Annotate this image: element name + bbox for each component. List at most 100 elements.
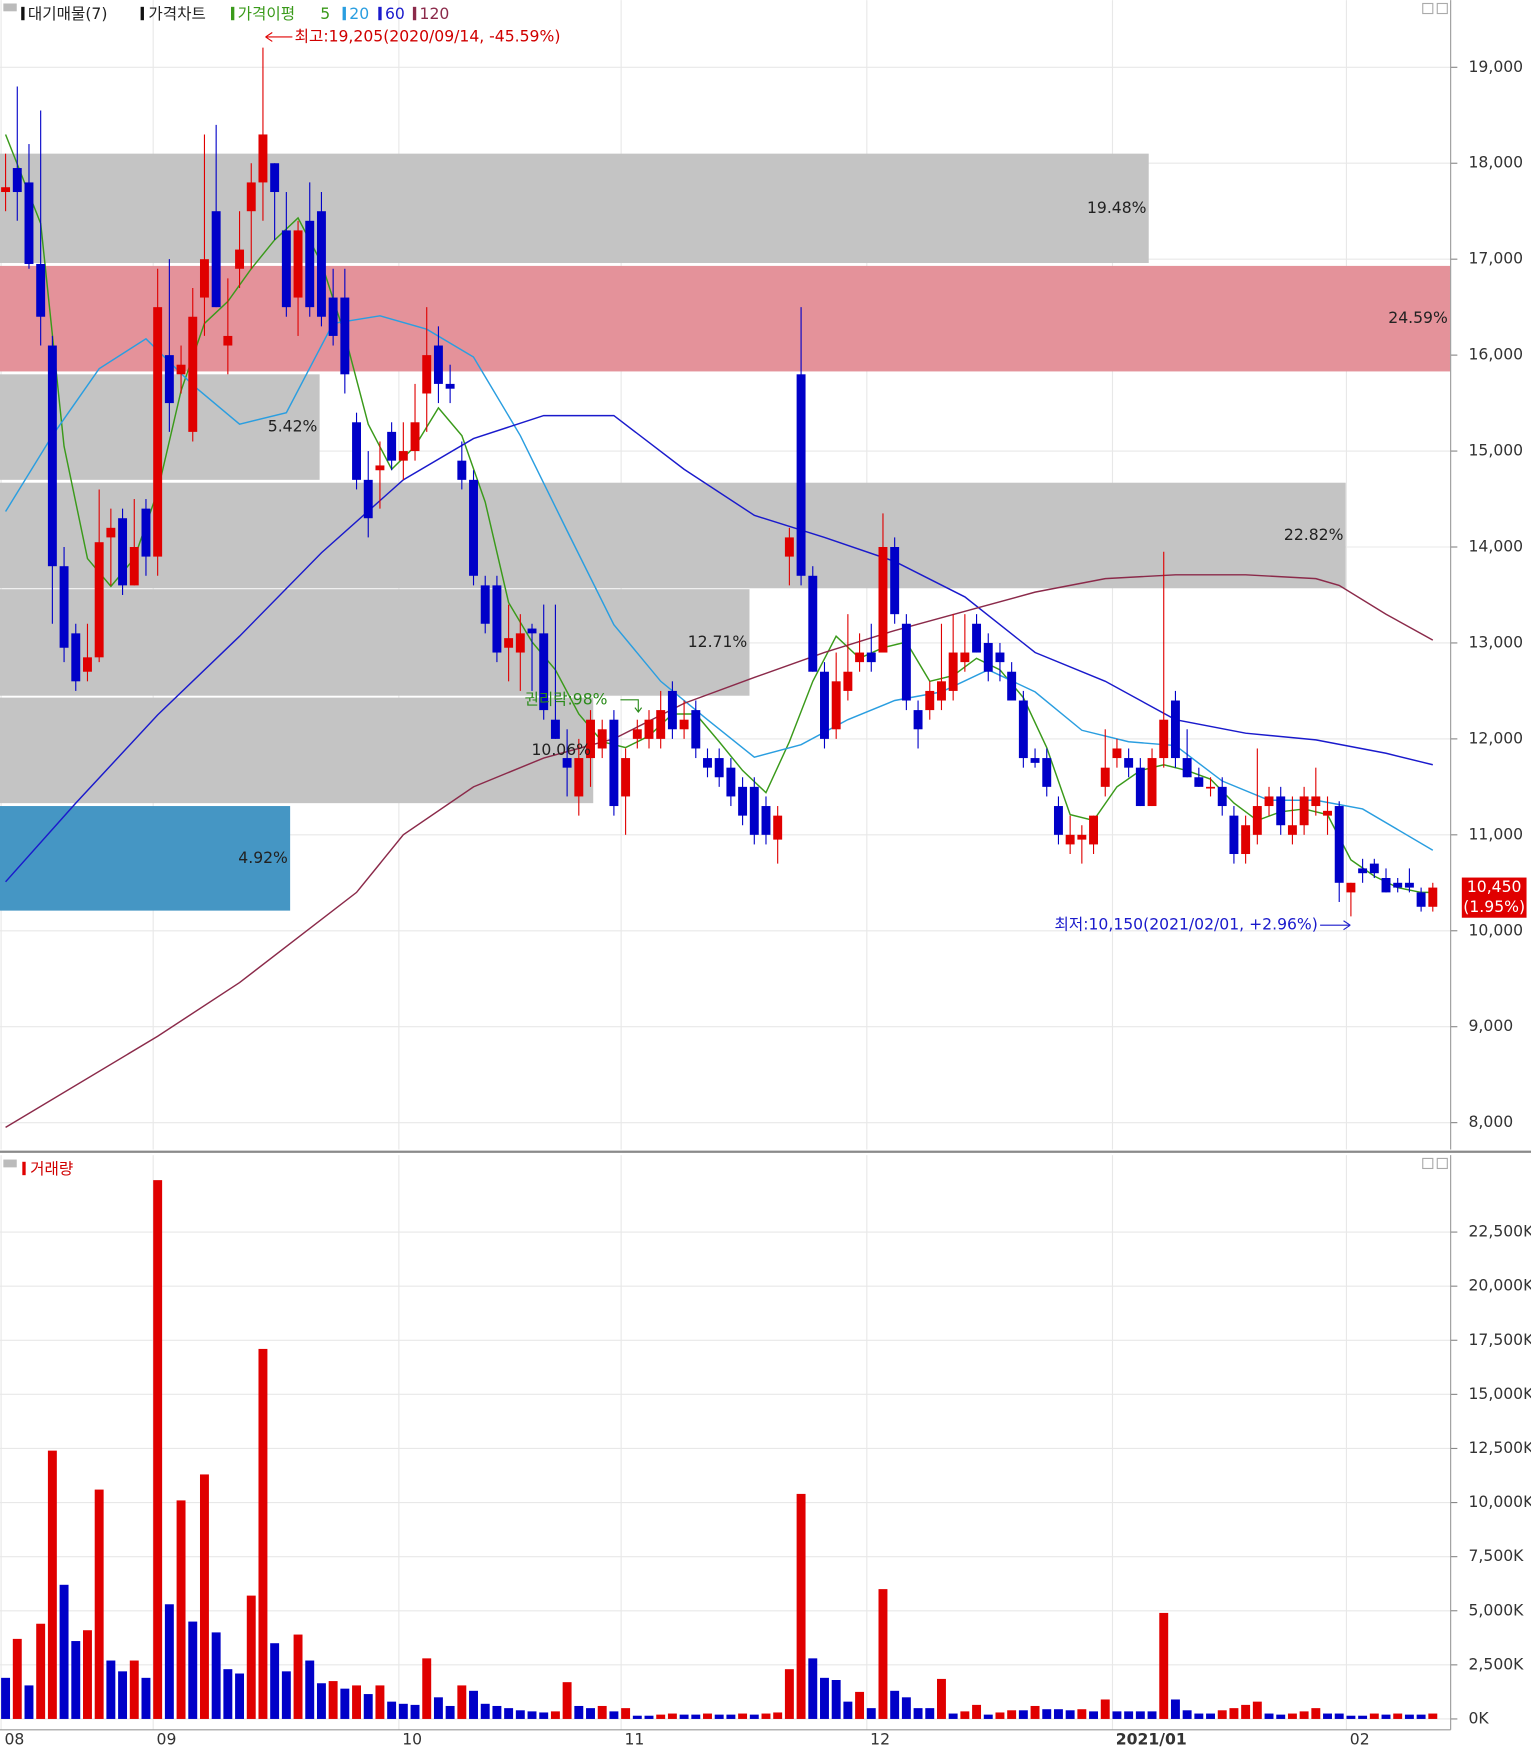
legend-label: 5 bbox=[320, 5, 330, 23]
candle-body bbox=[667, 690, 677, 730]
candle-body bbox=[387, 431, 397, 461]
candle-body bbox=[1100, 767, 1110, 787]
candle-body bbox=[188, 316, 198, 432]
candle-body bbox=[398, 451, 408, 461]
volume-bar bbox=[1393, 1713, 1403, 1719]
volume-bar bbox=[1229, 1708, 1239, 1719]
candle-body bbox=[1287, 825, 1297, 835]
candle-body bbox=[328, 297, 338, 336]
y-tick-label: 12,500K bbox=[1469, 1439, 1531, 1457]
candle-body bbox=[1159, 719, 1169, 759]
candle-body bbox=[24, 182, 34, 264]
candle-body bbox=[925, 690, 935, 711]
volume-bar bbox=[1264, 1713, 1274, 1719]
volume-bar bbox=[281, 1671, 291, 1719]
candle-body bbox=[597, 729, 607, 749]
close-button[interactable] bbox=[1436, 2, 1448, 15]
volume-bar bbox=[258, 1348, 268, 1719]
volume-bar bbox=[773, 1712, 783, 1719]
volume-bar bbox=[1299, 1711, 1309, 1719]
candle-body bbox=[972, 623, 982, 653]
volume-bar bbox=[1, 1677, 11, 1719]
volume-bar bbox=[726, 1714, 736, 1719]
panel-icon[interactable] bbox=[3, 1159, 17, 1168]
volume-bar bbox=[1065, 1710, 1075, 1719]
y-tick-label: 20,000K bbox=[1469, 1277, 1531, 1295]
candle-body bbox=[246, 182, 256, 212]
volume-bar bbox=[1135, 1711, 1145, 1719]
volume-bar bbox=[995, 1712, 1005, 1719]
minimize-button[interactable] bbox=[1422, 1157, 1434, 1170]
volume-bar bbox=[235, 1673, 245, 1719]
volume-bar bbox=[714, 1714, 724, 1719]
candle-body bbox=[773, 815, 783, 840]
y-tick-label: 10,000 bbox=[1469, 921, 1524, 939]
candle-body bbox=[913, 710, 923, 730]
candle-body bbox=[1346, 882, 1356, 893]
volume-bar bbox=[691, 1714, 701, 1719]
volume-bar bbox=[1159, 1612, 1169, 1719]
volume-bar bbox=[118, 1671, 128, 1719]
volume-bar bbox=[316, 1683, 326, 1719]
volume-bar bbox=[1217, 1710, 1227, 1719]
volume-bar bbox=[597, 1705, 607, 1719]
candle-body bbox=[293, 230, 303, 298]
volume-bar bbox=[1030, 1705, 1040, 1719]
candle-body bbox=[1147, 758, 1157, 807]
candle-body bbox=[1416, 892, 1426, 907]
candle-body bbox=[305, 220, 315, 308]
volume-bar bbox=[550, 1711, 560, 1719]
candle-body bbox=[656, 710, 666, 739]
candle-body bbox=[1124, 758, 1134, 768]
volume-bar bbox=[855, 1691, 865, 1719]
volume-bar bbox=[270, 1643, 280, 1719]
candle-body bbox=[1252, 806, 1262, 835]
candle-body bbox=[550, 719, 560, 739]
candle-body bbox=[855, 652, 865, 663]
panel-icon[interactable] bbox=[3, 3, 17, 12]
candle-body bbox=[679, 719, 689, 730]
volume-bar bbox=[176, 1500, 186, 1719]
legend-marker bbox=[412, 6, 417, 21]
close-button[interactable] bbox=[1436, 1157, 1448, 1170]
candle-body bbox=[784, 537, 794, 557]
annotation-arrow-head bbox=[1343, 920, 1351, 931]
candle-body bbox=[562, 758, 572, 768]
zone-label: 4.92% bbox=[238, 849, 288, 867]
candle-body bbox=[843, 671, 853, 691]
annotation-arrow-head bbox=[265, 32, 273, 42]
y-tick-label: 8,000 bbox=[1469, 1113, 1514, 1131]
candle-body bbox=[995, 652, 1005, 663]
volume-bar bbox=[480, 1703, 490, 1719]
candle-body bbox=[936, 681, 946, 701]
candle-body bbox=[831, 681, 841, 730]
moving-average-line bbox=[5, 414, 1433, 883]
volume-bar bbox=[539, 1712, 549, 1719]
candle-body bbox=[1276, 796, 1286, 826]
volume-bar bbox=[83, 1630, 92, 1719]
low-annotation: 최저:10,150(2021/02/01, +2.96%) bbox=[1055, 916, 1351, 934]
high-annotation: 최고:19,205(2020/09/14, -45.59%) bbox=[265, 27, 560, 45]
volume-bar bbox=[422, 1658, 432, 1719]
volume-bar bbox=[1334, 1713, 1344, 1719]
candle-body bbox=[118, 518, 128, 586]
zones-layer bbox=[0, 153, 1451, 911]
y-tick-label: 10,000K bbox=[1469, 1493, 1531, 1511]
moving-average-line bbox=[5, 574, 1434, 1129]
candle-body bbox=[1135, 767, 1145, 807]
volume-title: 거래량 bbox=[30, 1160, 73, 1178]
volume-bar bbox=[667, 1713, 677, 1719]
candle-body bbox=[1007, 671, 1017, 701]
volume-bar bbox=[1182, 1710, 1192, 1719]
volume-bar bbox=[621, 1708, 631, 1719]
x-tick-label: 09 bbox=[157, 1730, 177, 1748]
candle-body bbox=[59, 566, 69, 648]
candle-body bbox=[363, 479, 373, 519]
candle-body bbox=[211, 211, 221, 308]
volume-bar bbox=[948, 1713, 958, 1719]
candle-body bbox=[1206, 786, 1215, 789]
candle-body bbox=[749, 786, 759, 835]
minimize-button[interactable] bbox=[1422, 2, 1434, 15]
volume-bar bbox=[1276, 1714, 1286, 1719]
volume-bar bbox=[972, 1704, 982, 1719]
